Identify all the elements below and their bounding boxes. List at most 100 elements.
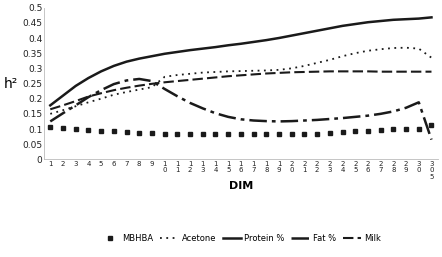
MBHBA	[378, 128, 383, 132]
MBHBA	[175, 132, 180, 135]
Acetone	[314, 61, 320, 65]
Fat %	[137, 77, 142, 80]
Milk	[60, 104, 65, 107]
MBHBA	[73, 127, 78, 131]
Milk	[391, 70, 396, 73]
MBHBA	[162, 132, 167, 135]
Fat %	[187, 101, 193, 104]
Acetone	[238, 70, 244, 73]
Acetone	[111, 93, 116, 96]
Acetone	[251, 69, 256, 72]
Milk	[302, 70, 307, 74]
Protein %	[416, 17, 421, 20]
MBHBA	[48, 125, 53, 128]
MBHBA	[238, 133, 244, 136]
Milk	[238, 74, 244, 77]
Protein %	[404, 18, 409, 21]
Fat %	[225, 115, 231, 118]
Fat %	[340, 116, 345, 120]
Acetone	[353, 52, 358, 55]
Line: Acetone: Acetone	[50, 48, 431, 114]
MBHBA	[187, 133, 193, 136]
Acetone	[378, 48, 383, 51]
Milk	[429, 70, 434, 73]
Acetone	[327, 58, 332, 61]
Protein %	[429, 16, 434, 19]
Protein %	[60, 94, 65, 97]
Protein %	[48, 104, 53, 107]
Acetone	[213, 70, 218, 74]
Milk	[175, 79, 180, 82]
MBHBA	[251, 133, 256, 136]
Fat %	[200, 107, 206, 110]
MBHBA	[213, 133, 218, 136]
Protein %	[378, 20, 383, 23]
MBHBA	[365, 129, 370, 132]
Fat %	[99, 89, 104, 92]
Fat %	[149, 79, 155, 82]
Fat %	[429, 138, 434, 141]
Milk	[187, 78, 193, 81]
Acetone	[86, 101, 91, 104]
MBHBA	[404, 127, 409, 131]
Acetone	[340, 55, 345, 58]
MBHBA	[111, 130, 116, 133]
Milk	[73, 99, 78, 103]
Acetone	[429, 56, 434, 59]
Milk	[327, 70, 332, 73]
Fat %	[416, 101, 421, 104]
Fat %	[48, 120, 53, 123]
Protein %	[302, 32, 307, 35]
Milk	[353, 70, 358, 73]
Fat %	[175, 95, 180, 98]
MBHBA	[86, 128, 91, 131]
Fat %	[404, 106, 409, 109]
MBHBA	[353, 130, 358, 133]
Protein %	[86, 77, 91, 80]
Acetone	[365, 49, 370, 52]
Milk	[124, 86, 129, 89]
Acetone	[302, 64, 307, 67]
Acetone	[48, 112, 53, 115]
Fat %	[162, 87, 167, 90]
Milk	[263, 72, 269, 75]
Acetone	[162, 75, 167, 78]
MBHBA	[263, 133, 269, 136]
MBHBA	[340, 131, 345, 134]
Milk	[289, 71, 294, 74]
Fat %	[86, 96, 91, 99]
Protein %	[314, 29, 320, 32]
Acetone	[200, 71, 206, 74]
Fat %	[263, 120, 269, 123]
Milk	[404, 70, 409, 73]
Fat %	[238, 118, 244, 121]
Protein %	[353, 23, 358, 26]
Acetone	[225, 70, 231, 73]
Fat %	[73, 104, 78, 107]
Milk	[149, 82, 155, 85]
Line: Milk: Milk	[50, 71, 431, 109]
Milk	[416, 70, 421, 73]
Acetone	[289, 67, 294, 70]
MBHBA	[124, 131, 129, 134]
Milk	[99, 92, 104, 95]
Milk	[137, 84, 142, 87]
MBHBA	[429, 124, 434, 127]
Line: Fat %: Fat %	[50, 79, 431, 140]
Acetone	[263, 69, 269, 72]
Protein %	[238, 42, 244, 45]
Milk	[365, 70, 370, 73]
Milk	[251, 73, 256, 76]
Fat %	[365, 114, 370, 117]
MBHBA	[149, 132, 155, 135]
Protein %	[365, 21, 370, 24]
Protein %	[111, 64, 116, 67]
Acetone	[149, 86, 155, 89]
MBHBA	[60, 126, 65, 130]
Milk	[200, 77, 206, 80]
MBHBA	[416, 127, 421, 130]
Protein %	[162, 52, 167, 55]
MBHBA	[276, 133, 282, 136]
Protein %	[213, 45, 218, 49]
Protein %	[149, 55, 155, 58]
